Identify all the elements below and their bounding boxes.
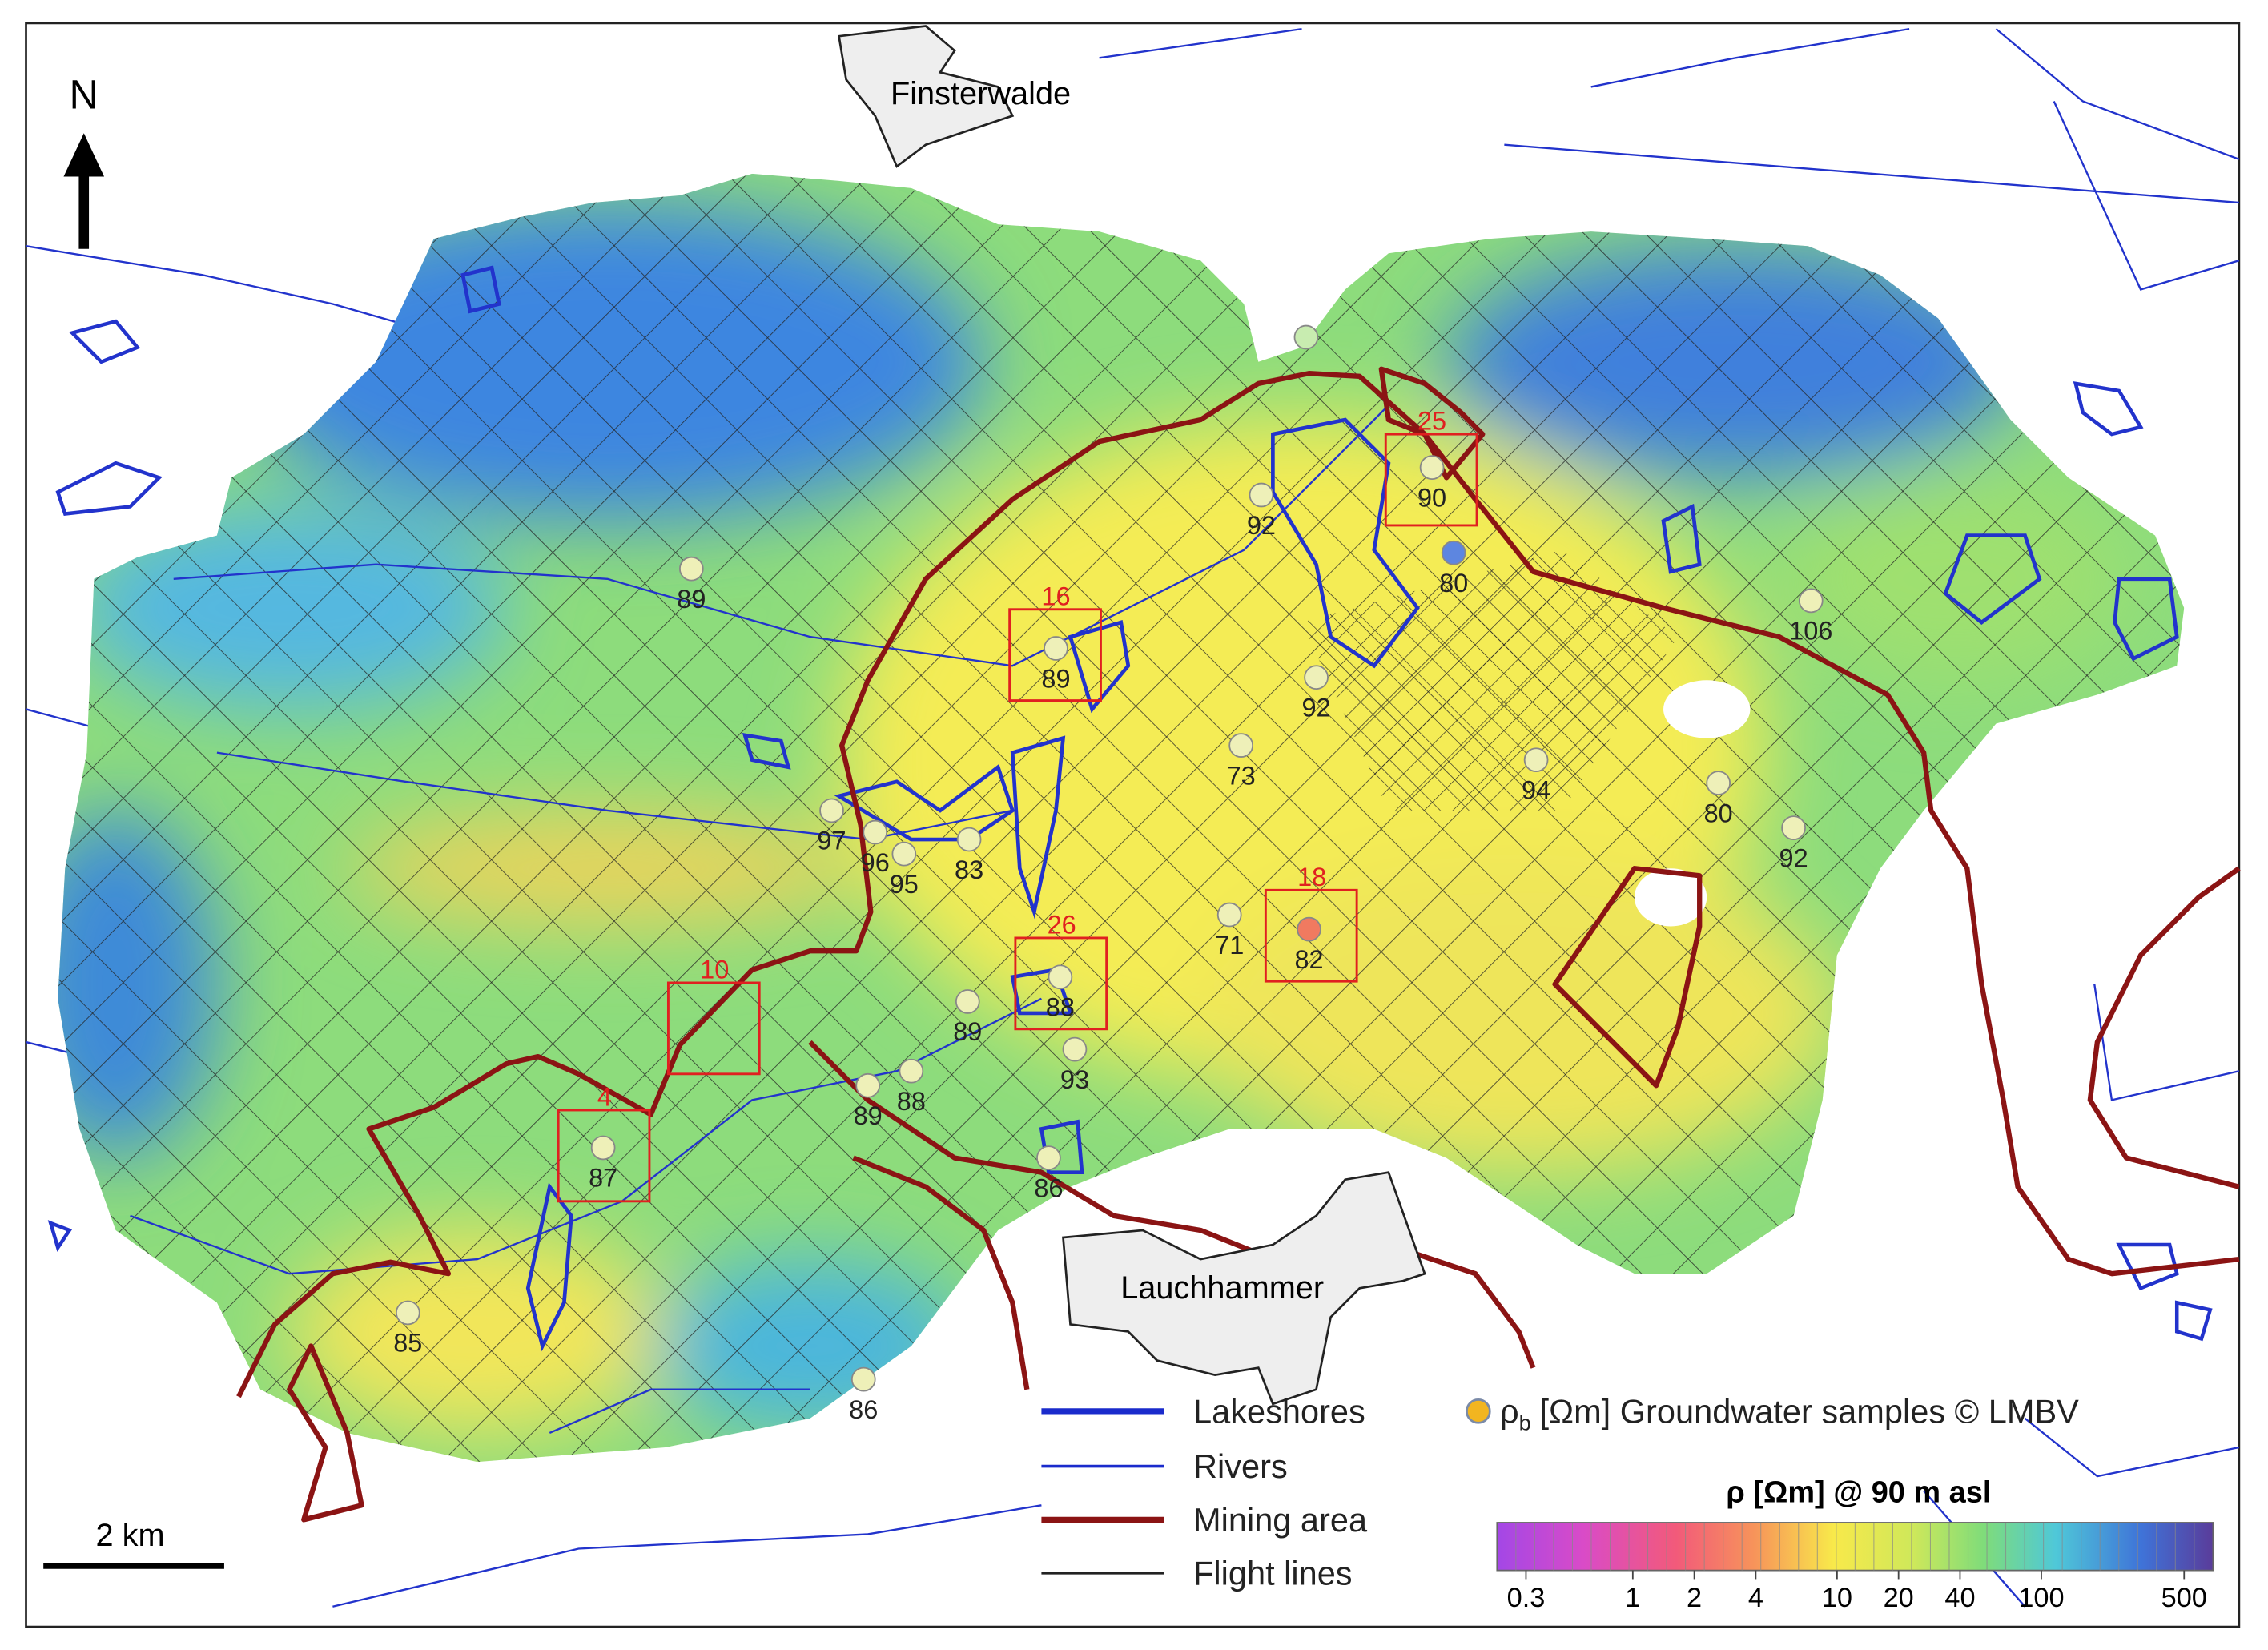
highlight-box	[1014, 936, 1108, 1031]
sample-point	[590, 1135, 616, 1161]
sample-label: 85	[393, 1329, 422, 1358]
sample-point	[395, 1300, 420, 1326]
lakeshores	[460, 265, 2179, 1352]
sample-point	[850, 1366, 876, 1392]
sample-point	[863, 819, 888, 845]
highlight-box	[666, 981, 761, 1076]
sample-label: 106	[1789, 617, 1832, 646]
colorbar-tick-label: 1	[1625, 1583, 1640, 1613]
highlight-box	[557, 1109, 651, 1203]
scale-label: 2 km	[96, 1518, 165, 1553]
legend-label: Mining area	[1193, 1501, 1368, 1539]
sample-point	[1297, 916, 1321, 942]
highlight-label: 4	[597, 1083, 612, 1112]
sample-point	[819, 798, 844, 823]
sample-label: 88	[1046, 993, 1075, 1022]
legend-sample-symbol	[1466, 1398, 1491, 1424]
sample-point	[1293, 324, 1319, 350]
town-label: Finsterwalde	[891, 76, 1071, 111]
sample-point	[955, 989, 980, 1014]
sample-label: 95	[890, 870, 919, 899]
legend-label: ρb [Ωm] Groundwater samples © LMBV	[1500, 1392, 2079, 1435]
sample-label: 73	[1227, 761, 1256, 790]
highlight-label: 16	[1041, 582, 1070, 610]
sample-point	[1441, 540, 1466, 565]
sample-label: 92	[1247, 511, 1276, 540]
frame	[25, 22, 2241, 1628]
legend-label-part: b	[1519, 1410, 1531, 1435]
sample-point	[1044, 636, 1068, 661]
sample-point	[1249, 482, 1274, 508]
sample-label: 89	[677, 585, 706, 614]
sample-point	[1304, 665, 1329, 690]
highlight-box	[1264, 888, 1358, 983]
sample-label: 82	[1294, 945, 1323, 974]
sample-label: 86	[1034, 1173, 1063, 1202]
sample-label: 71	[1215, 931, 1244, 960]
legend-label: Rivers	[1193, 1447, 1288, 1485]
sample-point	[899, 1058, 924, 1084]
sample-label: 80	[1439, 569, 1468, 598]
sample-point	[678, 556, 704, 582]
north-label: N	[69, 72, 99, 118]
town-label: Lauchhammer	[1120, 1270, 1324, 1306]
sample-label: 88	[897, 1087, 926, 1116]
mining-area	[236, 366, 2241, 1523]
sample-label: 93	[1060, 1065, 1089, 1094]
sample-point	[1216, 902, 1242, 928]
legend-label-part: [Ωm] Groundwater samples © LMBV	[1539, 1392, 2079, 1430]
colorbar-tick-label: 2	[1687, 1583, 1702, 1613]
north-arrowhead	[63, 133, 105, 177]
sample-point	[891, 841, 917, 867]
sample-label: 97	[817, 827, 846, 855]
highlight-box	[1384, 433, 1478, 527]
sample-point	[1048, 964, 1073, 990]
highlight-label: 25	[1418, 407, 1446, 436]
sample-label: 89	[1041, 664, 1070, 693]
sample-point	[1706, 771, 1731, 795]
sample-point	[1419, 455, 1445, 481]
sample-label: 96	[861, 848, 890, 877]
highlight-box	[1008, 608, 1102, 702]
colorbar-tick-label: 10	[1822, 1583, 1852, 1613]
sample-label: 80	[1704, 799, 1733, 827]
sample-point	[1036, 1145, 1061, 1170]
sample-label: 90	[1418, 483, 1446, 512]
legend-label: Lakeshores	[1193, 1392, 1365, 1430]
legend-label: Flight lines	[1193, 1555, 1353, 1592]
sample-label: 83	[955, 855, 983, 884]
sample-label: 92	[1779, 843, 1808, 872]
sample-point	[1781, 815, 1806, 840]
rivers-outside	[26, 27, 2240, 1608]
highlight-label: 26	[1048, 911, 1076, 940]
colorbar-tick-label: 100	[2018, 1583, 2064, 1613]
colorbar-tick-label: 40	[1944, 1583, 1975, 1613]
sample-label: 94	[1522, 775, 1550, 804]
colorbar-tick-label: 4	[1748, 1583, 1763, 1613]
sample-point	[855, 1072, 881, 1098]
colorbar-title: ρ [Ωm] @ 90 m asl	[1726, 1476, 1991, 1510]
sample-point	[1523, 747, 1549, 773]
town-area	[837, 25, 1015, 168]
sample-point	[1228, 733, 1254, 758]
sample-point	[1798, 588, 1824, 614]
sample-label: 86	[849, 1395, 878, 1424]
sample-label: 89	[854, 1101, 883, 1130]
sample-point	[1062, 1036, 1088, 1062]
highlight-label: 18	[1297, 863, 1326, 891]
sample-label: 87	[589, 1164, 617, 1193]
legend-label-part: ρ	[1500, 1392, 1519, 1430]
highlight-label: 10	[700, 956, 729, 984]
town-area	[1062, 1171, 1426, 1406]
colorbar-tick-label: 500	[2161, 1583, 2207, 1613]
legend: Lakeshores Rivers Mining area Flight lin…	[1041, 1392, 2079, 1592]
sample-label: 92	[1301, 693, 1330, 722]
colorbar-tick-label: 20	[1884, 1583, 1914, 1613]
sample-point	[956, 827, 982, 852]
colorbar-tick-label: 0.3	[1507, 1583, 1546, 1613]
sample-label: 89	[953, 1017, 982, 1046]
